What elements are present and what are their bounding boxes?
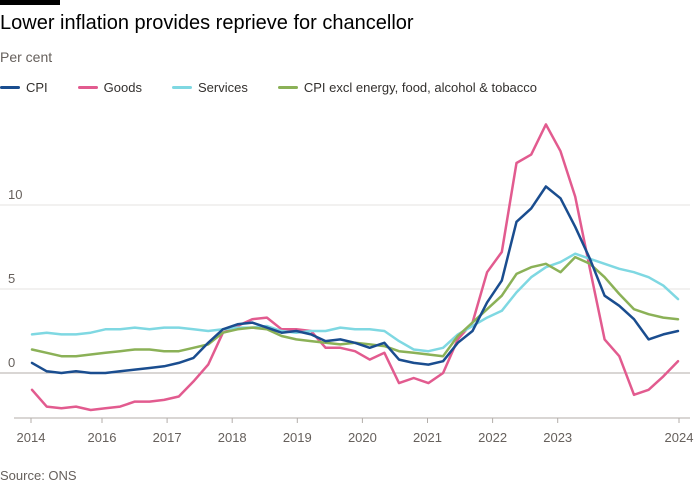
y-tick-label: 10 (8, 187, 22, 202)
series-line-cpi (32, 187, 678, 374)
legend-swatch (278, 86, 298, 89)
x-tick-label: 2017 (153, 430, 182, 445)
legend-item-goods: Goods (78, 80, 142, 95)
page-title: Lower inflation provides reprieve for ch… (0, 12, 414, 35)
series-line-cpi-excl-energy-food-alcohol-tobacco (32, 257, 678, 356)
y-tick-label: 0 (8, 355, 15, 370)
x-tick-label: 2020 (348, 430, 377, 445)
legend-swatch (78, 86, 98, 89)
legend-item-services: Services (172, 80, 248, 95)
legend-item-cpi-excl-energy-food-alcohol-tobacco: CPI excl energy, food, alcohol & tobacco (278, 80, 537, 95)
legend-swatch (172, 86, 192, 89)
legend-swatch (0, 86, 20, 89)
series-line-services (32, 254, 678, 352)
legend-label: Goods (104, 80, 142, 95)
x-tick-label: 2023 (543, 430, 572, 445)
chart-legend: CPI Goods Services CPI excl energy, food, a… (0, 80, 567, 95)
x-tick-label: 2019 (283, 430, 312, 445)
x-tick-label: 2021 (413, 430, 442, 445)
line-chart: 0 5 10 2014 2016 2017 2018 2019 2020 2021 2022 2023… (0, 100, 700, 450)
legend-label: Services (198, 80, 248, 95)
y-tick-label: 5 (8, 271, 15, 286)
source-note: Source: ONS (0, 468, 77, 483)
x-tick-label: 2014 (17, 430, 46, 445)
x-tick-label: 2018 (218, 430, 247, 445)
chart-subtitle: Per cent (0, 49, 52, 65)
series-line-goods (32, 124, 678, 410)
x-tick-label: 2016 (88, 430, 117, 445)
legend-item-cpi: CPI (0, 80, 48, 95)
x-tick-label: 2024 (665, 430, 694, 445)
x-tick-label: 2022 (478, 430, 507, 445)
legend-label: CPI excl energy, food, alcohol & tobacco (304, 80, 537, 95)
brand-accent-bar (0, 0, 60, 5)
legend-label: CPI (26, 80, 48, 95)
